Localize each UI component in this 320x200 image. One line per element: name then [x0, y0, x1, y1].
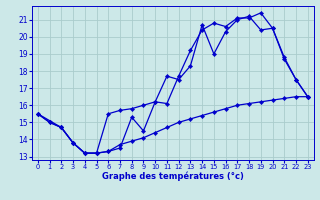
- X-axis label: Graphe des températures (°c): Graphe des températures (°c): [102, 172, 244, 181]
